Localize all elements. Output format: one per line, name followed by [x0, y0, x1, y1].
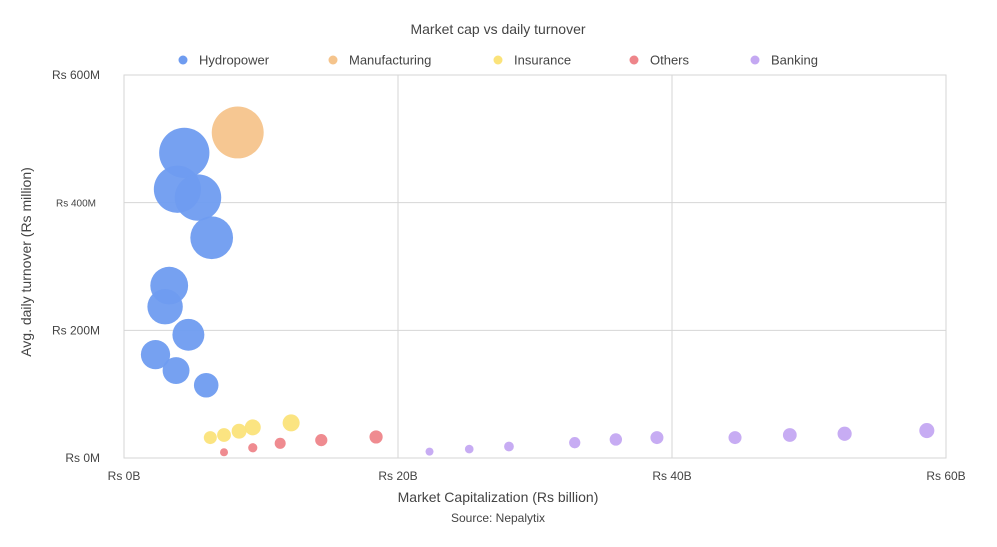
- bubble-manufacturing[interactable]: [211, 106, 264, 159]
- bubble-hydropower[interactable]: [172, 318, 205, 351]
- legend-label-hydropower[interactable]: Hydropower: [199, 53, 270, 68]
- bubble-banking[interactable]: [919, 423, 935, 439]
- bubble-hydropower[interactable]: [174, 174, 222, 221]
- x-tick-label: Rs 60B: [926, 469, 965, 483]
- bubble-others[interactable]: [248, 443, 258, 453]
- bubble-hydropower[interactable]: [159, 127, 210, 179]
- bubble-hydropower[interactable]: [193, 372, 219, 398]
- x-tick-label: Rs 40B: [652, 469, 691, 483]
- x-axis-label: Market Capitalization (Rs billion): [398, 489, 599, 505]
- bubble-insurance[interactable]: [217, 428, 231, 442]
- chart-title: Market cap vs daily turnover: [410, 21, 585, 37]
- bubble-others[interactable]: [369, 430, 383, 444]
- bubble-others[interactable]: [274, 437, 286, 449]
- bubble-hydropower[interactable]: [140, 339, 171, 370]
- bubble-hydropower[interactable]: [147, 289, 183, 325]
- y-tick-label: Rs 400M: [56, 199, 96, 210]
- legend-label-insurance[interactable]: Insurance: [514, 53, 571, 68]
- legend-label-banking[interactable]: Banking: [771, 53, 818, 68]
- legend-marker-hydropower: [178, 55, 188, 65]
- bubble-insurance[interactable]: [231, 423, 247, 439]
- legend-label-others[interactable]: Others: [650, 53, 690, 68]
- bubble-banking[interactable]: [425, 447, 434, 456]
- bubble-insurance[interactable]: [282, 414, 300, 432]
- bubble-banking[interactable]: [569, 437, 581, 449]
- y-tick-label: Rs 0M: [65, 451, 100, 465]
- bubble-insurance[interactable]: [203, 431, 217, 445]
- source-note: Source: Nepalytix: [451, 511, 545, 525]
- plot-frame: [123, 74, 947, 459]
- bubble-banking[interactable]: [837, 426, 852, 441]
- legend-marker-insurance: [493, 55, 503, 65]
- bubble-others[interactable]: [315, 434, 328, 447]
- y-tick-label: Rs 200M: [52, 323, 100, 337]
- bubble-banking[interactable]: [782, 428, 797, 442]
- y-tick-label: Rs 600M: [52, 68, 100, 82]
- grid: [123, 74, 947, 459]
- bubble-banking[interactable]: [609, 433, 623, 446]
- bubble-banking[interactable]: [464, 444, 474, 454]
- bubble-hydropower[interactable]: [190, 216, 234, 260]
- bubble-banking[interactable]: [728, 431, 742, 445]
- x-tick-label: Rs 0B: [108, 469, 141, 483]
- tick-labels: Rs 0B Rs 20B Rs 40B Rs 60B Rs 0M Rs 200M Rs 40…: [52, 68, 966, 483]
- x-tick-label: Rs 20B: [378, 469, 417, 483]
- legend-label-manufacturing[interactable]: Manufacturing: [349, 53, 431, 68]
- legend-marker-banking: [750, 55, 760, 65]
- y-axis-label: Avg. daily turnover (Rs million): [18, 167, 34, 357]
- bubble-hydropower[interactable]: [162, 357, 190, 385]
- bubble-banking[interactable]: [650, 431, 664, 445]
- legend: Hydropower Manufacturing Insurance Others Ba…: [178, 53, 818, 68]
- legend-marker-manufacturing: [328, 55, 338, 65]
- legend-marker-others: [629, 55, 639, 65]
- bubble-insurance[interactable]: [244, 419, 261, 436]
- bubble-others[interactable]: [220, 448, 229, 457]
- bubble-banking[interactable]: [504, 441, 514, 452]
- data-points: [140, 106, 935, 457]
